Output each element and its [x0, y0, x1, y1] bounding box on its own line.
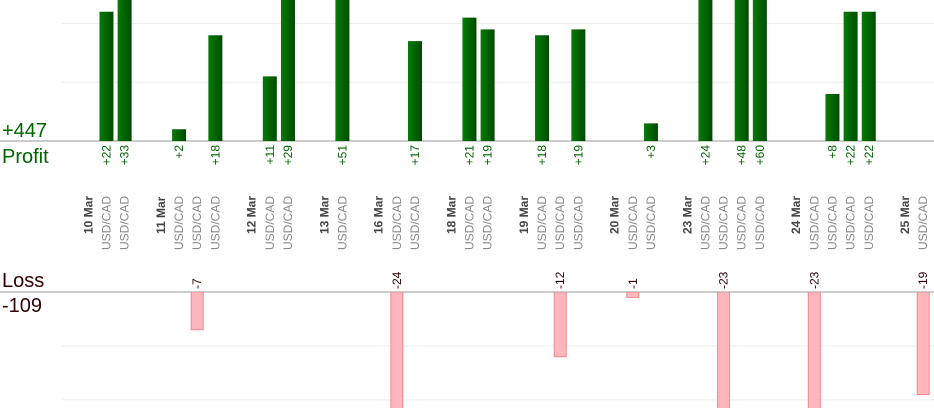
loss-bar — [553, 292, 567, 358]
value-label: +18 — [535, 145, 549, 166]
profit-bar — [280, 0, 295, 141]
profit-bar — [462, 17, 477, 141]
symbol-label: USD/CAD — [916, 196, 930, 250]
date-label: 16 Mar — [372, 196, 386, 234]
symbol-label: USD/CAD — [626, 196, 640, 250]
value-label: -7 — [190, 278, 204, 289]
loss-bars — [190, 292, 930, 408]
value-label: -24 — [390, 271, 404, 289]
profit-bars — [99, 0, 876, 141]
symbol-label: USD/CAD — [735, 196, 749, 250]
profit-bar — [99, 11, 114, 141]
profit-bar — [571, 29, 586, 141]
profit-bar — [861, 11, 876, 141]
profit-bar — [734, 0, 749, 141]
loss-bar — [626, 292, 640, 298]
profit-bar — [643, 123, 658, 141]
date-label: 25 Mar — [898, 196, 912, 234]
symbol-label: USD/CAD — [553, 196, 567, 250]
loss-bar — [916, 292, 930, 396]
value-label: +19 — [571, 145, 585, 166]
value-label: -23 — [717, 271, 731, 289]
symbol-label: USD/CAD — [753, 196, 767, 250]
symbol-label: USD/CAD — [172, 196, 186, 250]
symbol-label: USD/CAD — [481, 196, 495, 250]
symbol-label: USD/CAD — [571, 196, 585, 250]
symbol-label: USD/CAD — [281, 196, 295, 250]
symbol-label: USD/CAD — [190, 196, 204, 250]
symbol-label: USD/CAD — [535, 196, 549, 250]
profit-bar — [698, 0, 713, 141]
loss-bar — [190, 292, 204, 331]
value-label: +21 — [462, 145, 476, 166]
value-label: +8 — [825, 145, 839, 159]
loss-bar — [390, 292, 404, 408]
value-label: +22 — [99, 145, 113, 166]
profit-bar — [408, 41, 422, 141]
symbol-label: USD/CAD — [208, 196, 222, 250]
value-label: +24 — [698, 145, 712, 166]
profit-bar — [335, 0, 350, 141]
loss-bar — [807, 292, 821, 408]
profit-bar — [752, 0, 767, 141]
value-label: +2 — [172, 145, 186, 159]
date-label: 10 Mar — [81, 196, 95, 234]
value-label: -12 — [553, 271, 567, 289]
value-label: +3 — [644, 145, 658, 159]
profit-bar — [825, 94, 840, 141]
value-label: +11 — [263, 145, 277, 165]
value-label: +48 — [735, 145, 749, 166]
date-label: 12 Mar — [245, 196, 259, 234]
symbol-label: USD/CAD — [644, 196, 658, 250]
value-label: +22 — [862, 145, 876, 166]
value-label: -1 — [626, 278, 640, 289]
value-label: +51 — [335, 145, 349, 166]
symbol-label: USD/CAD — [118, 196, 132, 250]
date-label: 20 Mar — [608, 196, 622, 234]
profit-bar — [208, 35, 223, 141]
date-label: 13 Mar — [317, 196, 331, 234]
value-label: +17 — [408, 145, 422, 166]
symbol-label: USD/CAD — [390, 196, 404, 250]
symbol-label: USD/CAD — [698, 196, 712, 250]
symbol-label: USD/CAD — [263, 196, 277, 250]
profit-bar — [117, 0, 132, 141]
symbol-label: USD/CAD — [462, 196, 476, 250]
value-label: +19 — [481, 145, 495, 166]
profit-total: +447 — [2, 120, 47, 142]
date-label: 11 Mar — [154, 196, 168, 234]
loss-bar — [717, 292, 731, 408]
loss-total: -109 — [2, 295, 42, 317]
loss-label: Loss — [2, 270, 44, 292]
value-label: +18 — [208, 145, 222, 166]
symbol-label: USD/CAD — [862, 196, 876, 250]
value-label: +33 — [118, 145, 132, 166]
date-label: 19 Mar — [517, 196, 531, 234]
value-label: -23 — [807, 271, 821, 289]
profit-label: Profit — [2, 146, 49, 168]
profit-bar — [843, 11, 858, 141]
symbol-label: USD/CAD — [717, 196, 731, 250]
value-label: +29 — [281, 145, 295, 166]
symbol-label: USD/CAD — [825, 196, 839, 250]
symbol-label: USD/CAD — [335, 196, 349, 250]
date-label: 24 Mar — [789, 196, 803, 234]
date-label: 23 Mar — [680, 196, 694, 234]
symbol-label: USD/CAD — [807, 196, 821, 250]
symbol-label: USD/CAD — [844, 196, 858, 250]
profit-bar — [262, 76, 277, 141]
date-label: 18 Mar — [444, 196, 458, 234]
profit-bar — [535, 35, 550, 141]
symbol-label: USD/CAD — [408, 196, 422, 250]
profit-bar — [480, 29, 495, 141]
profit-bar — [172, 129, 187, 141]
value-label: +22 — [844, 145, 858, 166]
symbol-label: USD/CAD — [99, 196, 113, 250]
value-label: -19 — [916, 271, 930, 289]
value-label: +60 — [753, 145, 767, 166]
